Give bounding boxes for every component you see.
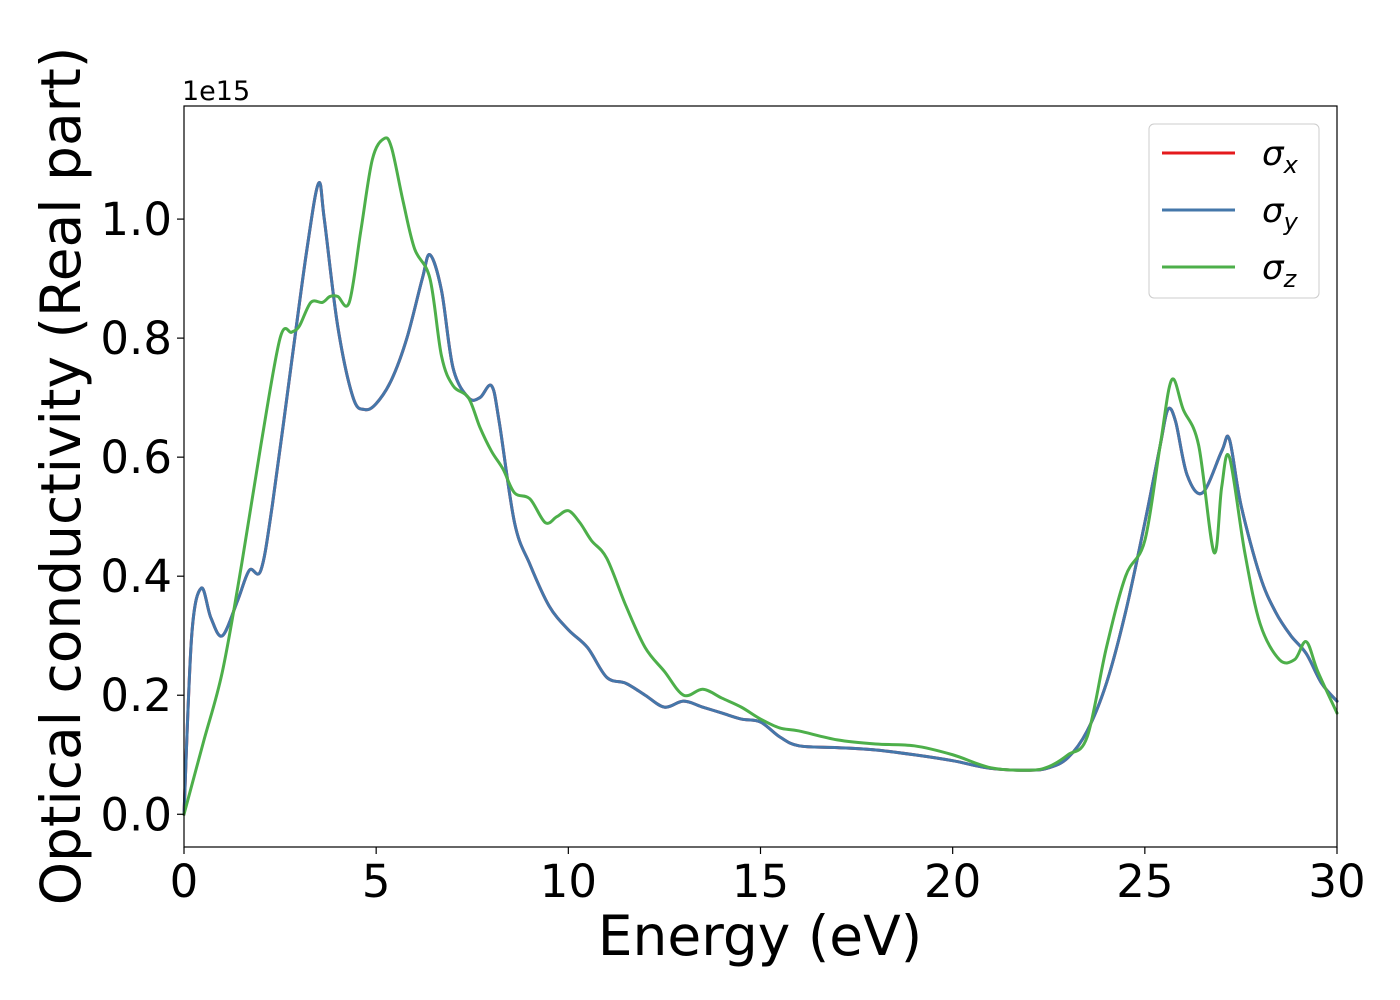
y-axis-label: Optical conductivity (Real part) [29,47,93,906]
series-line-sigma-z [182,136,1339,816]
y-tick-label: 0.4 [100,550,172,603]
y-tick-label: 1.0 [100,193,172,246]
x-tick-label: 10 [540,855,597,908]
x-tick-label: 25 [1116,855,1173,908]
x-tick-label: 15 [732,855,789,908]
x-tick-label: 0 [170,855,199,908]
y-tick-label: 0.6 [100,431,172,484]
x-tick-label: 30 [1308,855,1365,908]
x-axis-label: Energy (eV) [598,904,922,968]
x-tick-label: 20 [924,855,981,908]
series-line-sigma-y [182,181,1339,816]
legend: σx σy σz [1148,123,1320,299]
legend-label-sigma-y: σy [1262,191,1299,236]
y-tick-label: 0.2 [100,669,172,722]
y-tick-label: 0.8 [100,312,172,365]
x-tick-label: 5 [362,855,391,908]
legend-label-sigma-z: σz [1262,248,1298,293]
legend-label-sigma-x: σx [1262,134,1299,179]
y-tick-label: 0.0 [100,788,172,841]
y-offset-label: 1e15 [182,76,250,107]
